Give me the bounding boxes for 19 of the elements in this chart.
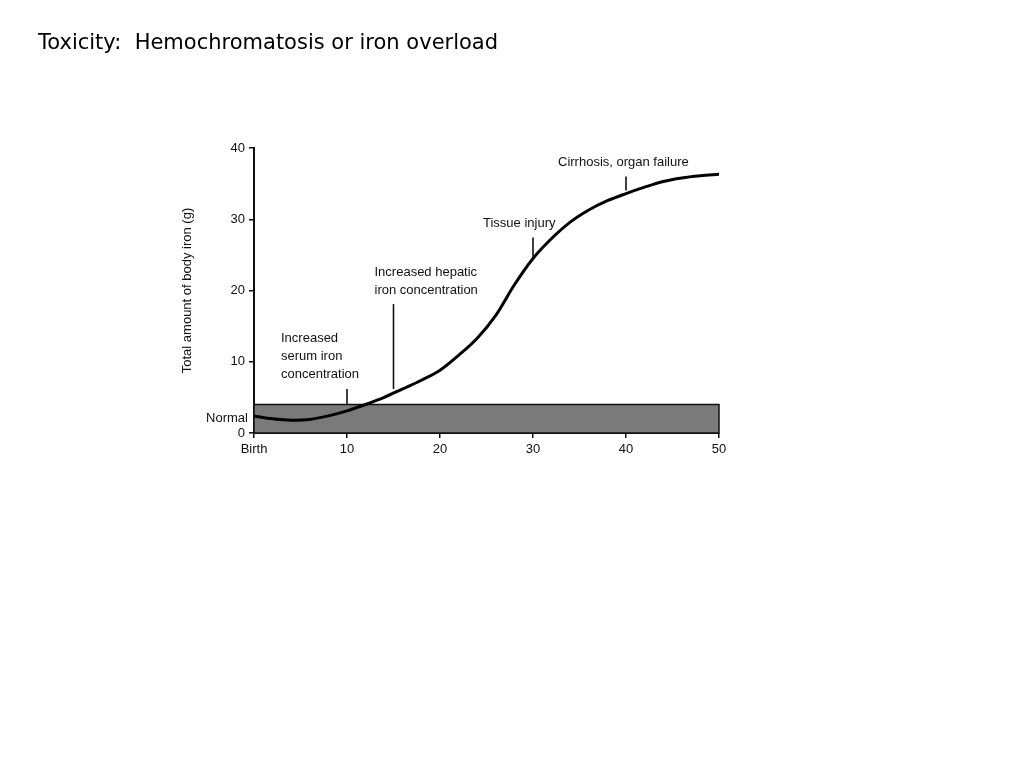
x-tick-label: 50 bbox=[711, 441, 727, 457]
y-tick-label: 10 bbox=[230, 353, 245, 369]
y-tick-label: 30 bbox=[230, 210, 245, 226]
y-tick-label: 0 bbox=[237, 424, 245, 440]
x-tick-label: Birth bbox=[240, 441, 268, 457]
x-tick-label: 10 bbox=[339, 441, 355, 457]
annotation: Cirrhosis, organ failure bbox=[558, 154, 689, 170]
x-tick-label: 30 bbox=[525, 441, 541, 457]
x-tick-label: 20 bbox=[432, 441, 448, 457]
line-series bbox=[254, 172, 719, 422]
chart-title: Toxicity: Hemochromatosis or iron overload bbox=[38, 30, 499, 54]
annotation: Increased hepatic iron concentration bbox=[374, 263, 478, 297]
annotation: Increased serum iron concentration bbox=[281, 330, 360, 382]
y-tick-label: 20 bbox=[230, 282, 245, 298]
y-tick-label: 40 bbox=[230, 139, 245, 155]
band-label: Normal bbox=[206, 410, 249, 426]
y-axis-title: Total amount of body iron (g) bbox=[179, 207, 195, 374]
x-tick-label: 40 bbox=[618, 441, 634, 457]
annotation: Tissue injury bbox=[483, 215, 556, 231]
